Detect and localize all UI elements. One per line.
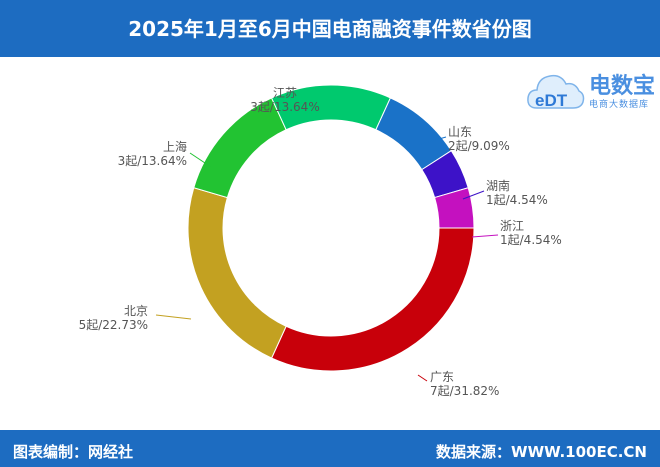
logo-subtitle: 电商大数据库 <box>589 100 650 110</box>
slice-value-label: 1起/4.54% <box>500 233 562 247</box>
footer-editor: 图表编制：网经社 <box>13 443 134 461</box>
slice-category-label: 江苏 <box>273 86 297 100</box>
leader-line-5 <box>462 190 485 200</box>
slice-value-label: 3起/13.64% <box>118 154 187 168</box>
leader-line-6 <box>471 234 499 238</box>
leader-line-4 <box>417 136 447 146</box>
leader-line-2 <box>189 152 212 168</box>
slice-category-label: 上海 <box>163 139 187 154</box>
logo-name: 电数宝 <box>589 74 656 99</box>
cloud-logo-icon: eDT <box>527 74 585 110</box>
slice-category-label: 湖南 <box>486 178 510 193</box>
donut-slice-6 <box>434 187 475 229</box>
slice-category-label: 浙江 <box>500 219 524 233</box>
brand-logo: eDT 电数宝 电商大数据库 <box>525 64 657 116</box>
header-bar: 2025年1月至6月中国电商融资事件数省份图 <box>0 0 660 57</box>
slice-value-label: 1起/4.54% <box>486 193 548 207</box>
logo-mark: eDT <box>535 91 568 110</box>
slice-category-label: 北京 <box>124 304 148 318</box>
footer-source: 数据来源：WWW.100EC.CN <box>436 443 647 461</box>
slice-value-label: 7起/31.82% <box>430 384 499 398</box>
chart-title: 2025年1月至6月中国电商融资事件数省份图 <box>128 17 532 41</box>
slice-value-label: 5起/22.73% <box>79 318 148 332</box>
leader-line-3 <box>299 101 320 114</box>
chart-area: 广东 7起/31.82% 北京 5起/22.73% 上海 3起/13.64% 江苏 3起/13… <box>0 57 660 430</box>
donut-chart: 广东7起/31.82%北京5起/22.73%上海3起/13.64%江苏3起/13… <box>79 84 562 398</box>
slice-value-label: 2起/9.09% <box>448 139 510 153</box>
slice-value-label: 3起/13.64% <box>250 100 319 114</box>
slice-category-label: 山东 <box>448 125 472 139</box>
donut-slice-1 <box>187 187 287 359</box>
slice-category-label: 广东 <box>430 370 454 384</box>
footer-bar: 图表编制：网经社 数据来源：WWW.100EC.CN <box>0 430 660 467</box>
leader-line-0 <box>417 374 428 382</box>
leader-line-1 <box>155 314 192 320</box>
donut-slice-0 <box>270 227 475 372</box>
